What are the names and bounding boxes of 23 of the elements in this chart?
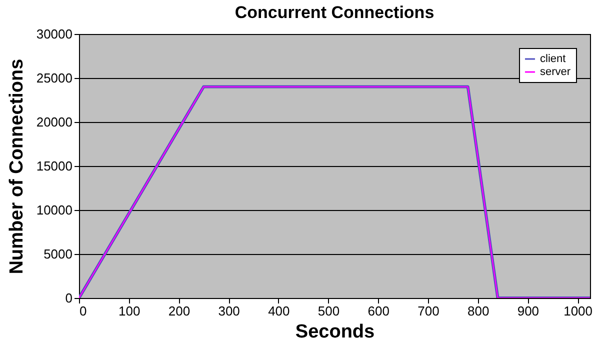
x-tick-label: 500 bbox=[318, 304, 340, 318]
x-tick-label: 300 bbox=[218, 304, 240, 318]
x-tick-label: 900 bbox=[517, 304, 540, 318]
x-tick-label: 400 bbox=[268, 304, 290, 318]
y-tick-label: 0 bbox=[65, 290, 72, 306]
x-tick-label: 700 bbox=[418, 304, 440, 318]
x-tick-label: 1000 bbox=[564, 304, 592, 318]
x-tick-label: 600 bbox=[368, 304, 390, 318]
chart-title: Concurrent Connections bbox=[234, 3, 434, 22]
y-tick-label: 25000 bbox=[36, 70, 72, 86]
x-axis-title: Seconds bbox=[295, 322, 375, 342]
y-tick-label: 10000 bbox=[36, 202, 72, 218]
y-axis-title: Number of Connections bbox=[6, 58, 28, 274]
legend-label: server bbox=[540, 66, 571, 78]
y-tick-label: 20000 bbox=[36, 114, 72, 130]
x-tick-label: 100 bbox=[118, 304, 140, 318]
legend-label: client bbox=[540, 53, 566, 65]
x-tick-label: 200 bbox=[168, 304, 190, 318]
y-tick-label: 5000 bbox=[44, 246, 72, 262]
x-tick-label: 800 bbox=[467, 304, 490, 318]
y-tick-label: 15000 bbox=[36, 158, 72, 174]
y-tick-label: 30000 bbox=[36, 26, 72, 42]
x-tick-label: 0 bbox=[80, 304, 87, 318]
